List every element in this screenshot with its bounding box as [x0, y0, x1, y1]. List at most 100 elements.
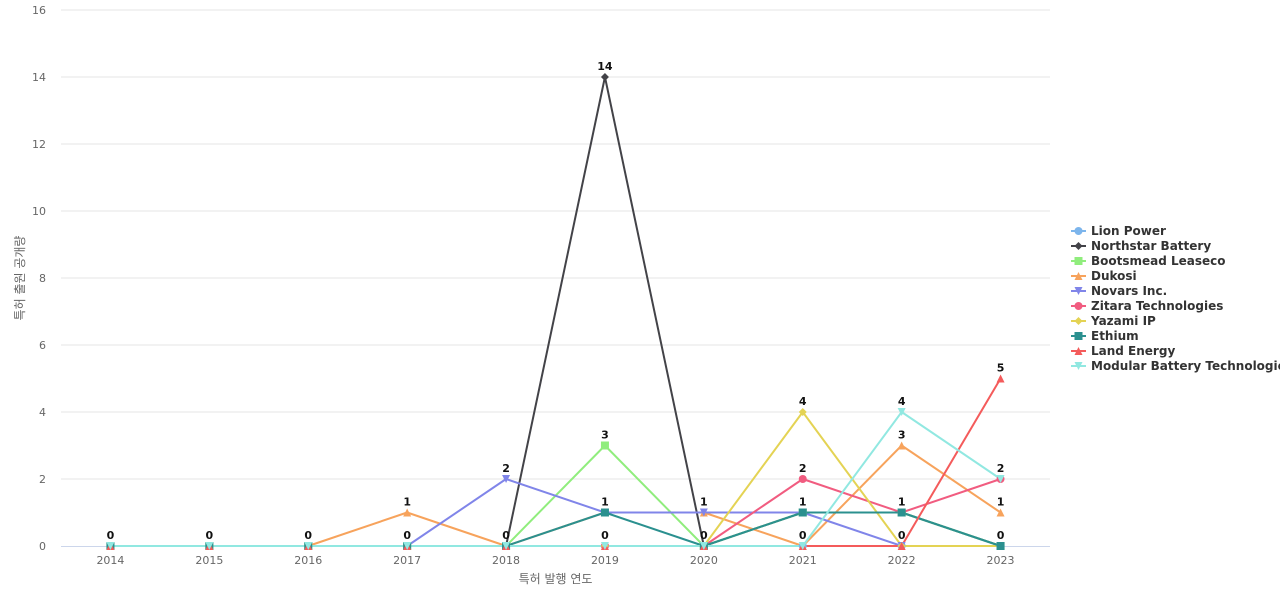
data-point[interactable]	[600, 73, 609, 81]
legend-item[interactable]: Yazami IP	[1071, 314, 1156, 328]
series-markers	[106, 73, 1005, 550]
data-label: 1	[403, 496, 411, 509]
data-label: 2	[502, 462, 510, 475]
data-point[interactable]	[600, 441, 609, 450]
data-point[interactable]	[600, 508, 609, 517]
data-label: 0	[304, 529, 312, 542]
data-label: 0	[997, 529, 1005, 542]
data-label: 0	[799, 529, 807, 542]
legend-item[interactable]: Zitara Technologies	[1071, 299, 1223, 313]
x-tick-label: 2018	[492, 554, 520, 567]
x-axis-ticks: 2014 2015 2016 2017 2018 2019 2020 2021 2022 2023	[96, 554, 1014, 567]
data-point[interactable]	[996, 508, 1005, 517]
data-point[interactable]	[798, 508, 807, 517]
y-tick-label: 14	[32, 71, 46, 84]
legend-marker[interactable]	[1074, 347, 1083, 355]
legend-marker[interactable]	[1074, 272, 1083, 280]
data-label: 4	[898, 395, 906, 408]
data-label: 4	[799, 395, 807, 408]
data-point[interactable]	[403, 508, 412, 517]
data-label: 2	[799, 462, 807, 475]
data-label: 0	[898, 529, 906, 542]
data-label: 3	[898, 429, 906, 442]
data-label: 0	[601, 529, 609, 542]
series-lines	[110, 76, 1002, 547]
legend-item[interactable]: Bootsmead Leaseco	[1071, 254, 1226, 268]
y-axis-ticks: 0 2 4 6 8 10 12 14 16	[32, 4, 46, 553]
data-label: 5	[997, 362, 1005, 375]
legend-item[interactable]: Land Energy	[1071, 344, 1175, 358]
data-point[interactable]	[304, 542, 313, 550]
data-point[interactable]	[996, 475, 1005, 483]
data-label: 0	[502, 529, 510, 542]
series-line	[110, 411, 1002, 547]
data-label: 1	[799, 496, 807, 509]
x-tick-label: 2021	[789, 554, 817, 567]
series-line	[110, 377, 1002, 547]
x-tick-label: 2020	[690, 554, 718, 567]
data-point[interactable]	[798, 542, 807, 550]
legend-marker[interactable]	[1074, 362, 1083, 370]
legend-item[interactable]: Lion Power	[1071, 224, 1166, 238]
x-tick-label: 2022	[888, 554, 916, 567]
data-point[interactable]	[798, 475, 807, 483]
data-point[interactable]	[996, 374, 1005, 383]
legend-marker[interactable]	[1074, 227, 1083, 235]
legend-item[interactable]: Ethium	[1071, 329, 1139, 343]
grid-lines	[61, 9, 1050, 480]
data-label: 1	[997, 496, 1005, 509]
legend-item[interactable]: Novars Inc.	[1071, 284, 1167, 298]
data-point[interactable]	[897, 441, 906, 450]
data-label: 1	[601, 496, 609, 509]
legend-marker[interactable]	[1074, 287, 1083, 295]
data-point[interactable]	[897, 508, 906, 517]
series-line	[110, 511, 1001, 547]
y-tick-label: 8	[39, 272, 46, 285]
data-label: 0	[700, 529, 708, 542]
data-point[interactable]	[897, 542, 906, 550]
legend-item[interactable]: Northstar Battery	[1071, 239, 1211, 253]
legend-label: Dukosi	[1091, 269, 1137, 283]
legend-marker[interactable]	[1074, 317, 1083, 325]
y-tick-label: 0	[39, 540, 46, 553]
data-point[interactable]	[699, 508, 708, 517]
data-point[interactable]	[699, 542, 708, 550]
legend-marker[interactable]	[1074, 332, 1083, 340]
data-label: 2	[997, 462, 1005, 475]
legend-label: Ethium	[1091, 329, 1139, 343]
data-label: 1	[898, 496, 906, 509]
data-label: 1	[700, 496, 708, 509]
data-point[interactable]	[106, 542, 115, 550]
data-point[interactable]	[996, 542, 1005, 550]
x-tick-label: 2015	[195, 554, 223, 567]
y-tick-label: 12	[32, 138, 46, 151]
y-tick-label: 10	[32, 205, 46, 218]
data-label: 3	[601, 429, 609, 442]
data-point[interactable]	[502, 475, 511, 483]
legend-item[interactable]: Dukosi	[1071, 269, 1137, 283]
x-tick-label: 2014	[96, 554, 124, 567]
y-tick-label: 2	[39, 473, 46, 486]
legend-label: Lion Power	[1091, 224, 1166, 238]
x-tick-label: 2016	[294, 554, 322, 567]
y-tick-label: 4	[39, 406, 46, 419]
data-point[interactable]	[502, 542, 511, 550]
data-point[interactable]	[897, 408, 906, 416]
data-point[interactable]	[403, 542, 412, 550]
y-tick-label: 6	[39, 339, 46, 352]
legend-marker[interactable]	[1074, 257, 1083, 265]
legend-marker[interactable]	[1074, 302, 1083, 310]
legend-item[interactable]: Modular Battery Technologies	[1071, 359, 1280, 373]
data-point[interactable]	[798, 408, 807, 416]
data-point[interactable]	[205, 542, 214, 550]
legend-label: Modular Battery Technologies	[1091, 359, 1280, 373]
y-axis-title: 특허 출원 공개량	[13, 236, 27, 321]
data-point[interactable]	[600, 542, 609, 550]
legend-label: Northstar Battery	[1091, 239, 1211, 253]
legend-label: Zitara Technologies	[1091, 299, 1223, 313]
data-labels: 0 0 0 1 0 2 0 14 3 1 0 1 0 4 2 1 0 4 3 1 0 5 2 1 0	[107, 60, 1005, 542]
legend-marker[interactable]	[1074, 242, 1083, 250]
legend-label: Land Energy	[1091, 344, 1175, 358]
